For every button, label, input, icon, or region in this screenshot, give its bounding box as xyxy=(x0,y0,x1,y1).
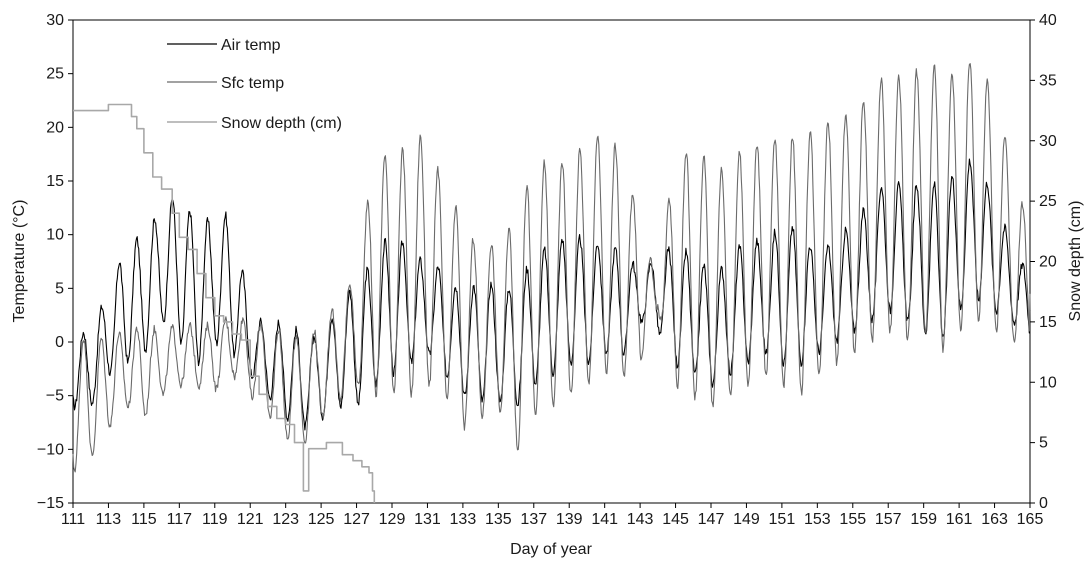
x-tick-label: 131 xyxy=(414,511,441,528)
y-left-tick-label: 5 xyxy=(55,280,64,297)
legend: Air temp Sfc temp Snow depth (cm) xyxy=(167,37,342,132)
y-left-tick-label: 30 xyxy=(46,12,64,29)
y-right-tick-label: 10 xyxy=(1039,374,1057,391)
x-tick-label: 123 xyxy=(272,511,299,528)
y-axis-left: −15 −10 −5 0 5 10 15 20 25 30 xyxy=(37,12,73,512)
x-tick-label: 159 xyxy=(910,511,937,528)
legend-label-air-temp: Air temp xyxy=(221,37,281,54)
x-tick-label: 133 xyxy=(450,511,477,528)
x-tick-label: 163 xyxy=(981,511,1008,528)
y-axis-right-title: Snow depth (cm) xyxy=(1067,201,1084,322)
y-left-tick-label: 0 xyxy=(55,334,64,351)
x-tick-label: 119 xyxy=(202,511,228,528)
x-tick-label: 137 xyxy=(520,511,547,528)
x-tick-label: 111 xyxy=(61,511,85,528)
series-line-snow-depth-cm xyxy=(73,103,376,503)
x-tick-label: 113 xyxy=(96,511,122,528)
x-tick-label: 151 xyxy=(769,511,796,528)
x-tick-label: 155 xyxy=(839,511,866,528)
y-left-tick-label: 10 xyxy=(46,227,64,244)
y-left-tick-label: 25 xyxy=(46,66,64,83)
x-tick-label: 161 xyxy=(946,511,973,528)
x-tick-label: 129 xyxy=(379,511,406,528)
y-right-tick-label: 40 xyxy=(1039,12,1057,29)
x-tick-label: 115 xyxy=(131,511,157,528)
legend-label-snow-depth: Snow depth (cm) xyxy=(221,115,342,132)
y-right-tick-label: 5 xyxy=(1039,435,1048,452)
series-layer xyxy=(72,63,1031,503)
y-left-tick-label: −10 xyxy=(37,441,64,458)
plot-area xyxy=(72,19,1031,504)
x-tick-label: 121 xyxy=(237,511,264,528)
y-left-tick-label: 20 xyxy=(46,119,64,136)
y-right-tick-label: 15 xyxy=(1039,314,1057,331)
x-tick-label: 165 xyxy=(1017,511,1044,528)
x-tick-label: 135 xyxy=(485,511,512,528)
y-right-tick-label: 20 xyxy=(1039,254,1057,271)
y-left-tick-label: −15 xyxy=(37,495,64,512)
x-tick-label: 143 xyxy=(627,511,654,528)
legend-label-sfc-temp: Sfc temp xyxy=(221,75,284,92)
y-right-tick-label: 30 xyxy=(1039,133,1057,150)
x-tick-label: 145 xyxy=(662,511,689,528)
y-right-tick-label: 25 xyxy=(1039,193,1057,210)
y-right-tick-label: 0 xyxy=(1039,495,1048,512)
x-tick-label: 149 xyxy=(733,511,760,528)
x-tick-label: 141 xyxy=(591,511,618,528)
x-tick-label: 147 xyxy=(698,511,725,528)
series-line-sfc-temp xyxy=(72,63,1031,473)
x-tick-label: 153 xyxy=(804,511,831,528)
x-tick-label: 127 xyxy=(343,511,370,528)
y-right-tick-label: 35 xyxy=(1039,72,1057,89)
x-axis: 111 113 115 117 119 121 123 125 127 129 131 133 135 1… xyxy=(61,503,1044,528)
y-left-tick-label: 15 xyxy=(46,173,64,190)
x-tick-label: 139 xyxy=(556,511,583,528)
x-tick-label: 125 xyxy=(308,511,335,528)
y-axis-right: 0 5 10 15 20 25 30 35 40 xyxy=(1030,12,1057,512)
y-axis-left-title: Temperature (°C) xyxy=(11,200,28,323)
x-tick-label: 117 xyxy=(167,511,193,528)
x-tick-label: 157 xyxy=(875,511,902,528)
y-left-tick-label: −5 xyxy=(46,388,64,405)
x-axis-title: Day of year xyxy=(510,541,592,558)
